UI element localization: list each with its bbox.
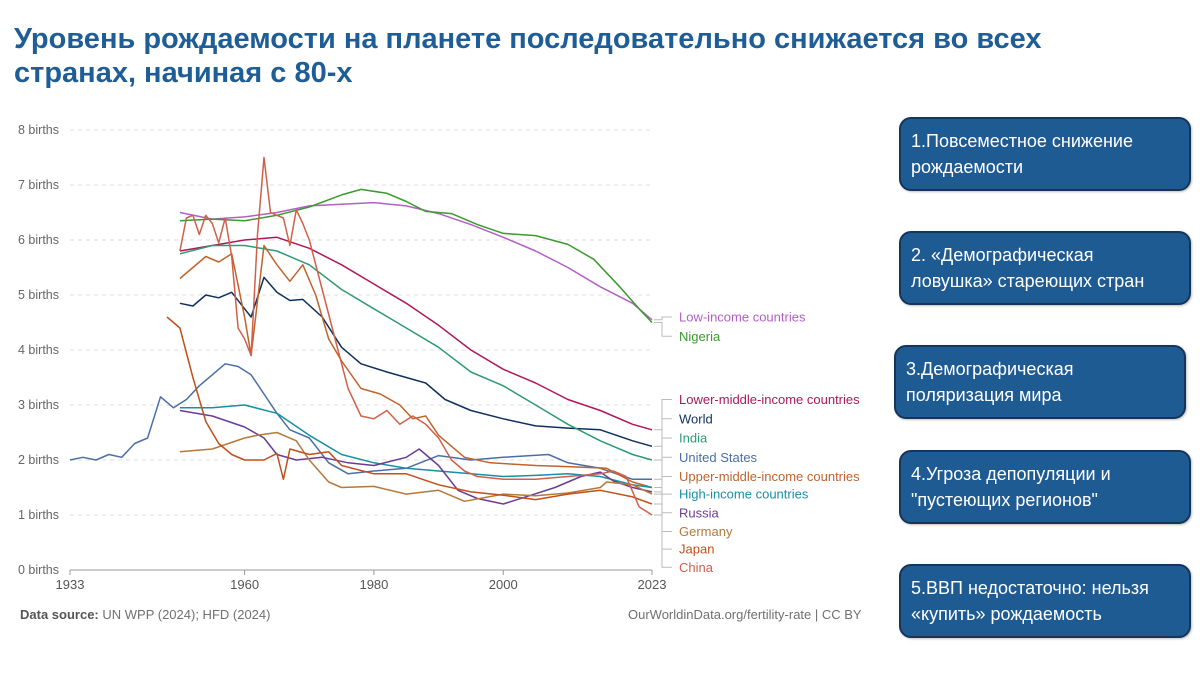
point-box-1-text: 1.Повсеместное снижение рождаемости: [911, 131, 1133, 177]
y-tick-label-1: 1 births: [18, 508, 59, 522]
legend-label-russia: Russia: [679, 505, 720, 520]
legend-label-low-income-countries: Low-income countries: [679, 310, 806, 325]
series-line-lower-middle-income-countries: [179, 236, 653, 431]
y-tick-label-2: 2 births: [18, 453, 59, 467]
y-tick-label-0: 0 births: [18, 563, 59, 577]
legend-label-world: World: [679, 411, 713, 426]
series-line-russia: [179, 409, 653, 505]
series-line-china: [179, 156, 653, 516]
y-tick-label-8: 8 births: [18, 123, 59, 137]
data-source-label: Data source:: [20, 607, 99, 622]
point-box-5-text: 5.ВВП недостаточно: нельзя «купить» рожд…: [911, 578, 1149, 624]
y-tick-label-3: 3 births: [18, 398, 59, 412]
legend-label-india: India: [679, 431, 708, 446]
legend-label-lower-middle-income-countries: Lower-middle-income countries: [679, 392, 860, 407]
series-line-japan: [166, 316, 653, 505]
point-box-3-text: 3.Демографическая поляризация мира: [906, 359, 1074, 405]
legend-connector-india: [654, 437, 672, 461]
legend-label-upper-middle-income-countries: Upper-middle-income countries: [679, 469, 860, 484]
legend-connector-low-income-countries: [654, 316, 672, 321]
legend-connector-world: [654, 418, 672, 447]
legend-label-nigeria: Nigeria: [679, 329, 721, 344]
legend-connector-japan: [654, 503, 672, 550]
legend-label-united-states: United States: [679, 450, 758, 465]
x-tick-label-1933: 1933: [56, 577, 85, 592]
point-box-2-text: 2. «Демографическая ловушка» стареющих с…: [911, 245, 1145, 291]
y-tick-label-6: 6 births: [18, 233, 59, 247]
series-line-nigeria: [179, 188, 653, 324]
legend-connector-united-states: [654, 456, 672, 480]
x-tick-label-1980: 1980: [359, 577, 388, 592]
point-box-5: 5.ВВП недостаточно: нельзя «купить» рожд…: [899, 564, 1191, 638]
series-line-germany: [179, 431, 653, 503]
legend-connector-nigeria: [654, 322, 672, 337]
legend-connector-russia: [654, 491, 672, 514]
legend-connector-upper-middle-income-countries: [654, 476, 672, 488]
fertility-line-chart: 0 births 1 births 2 births 3 births 4 births…: [18, 123, 860, 592]
credit-line: OurWorldinData.org/fertility-rate | CC B…: [628, 607, 862, 622]
point-box-4: 4.Угроза депопуляции и "пустеющих регион…: [899, 450, 1191, 524]
point-box-1: 1.Повсеместное снижение рождаемости: [899, 117, 1191, 191]
legend-connector-lower-middle-income-countries: [654, 399, 672, 431]
x-tick-label-2023: 2023: [638, 577, 667, 592]
data-source-text: UN WPP (2024); HFD (2024): [102, 607, 271, 622]
legend-label-japan: Japan: [679, 542, 714, 557]
page-title: Уровень рождаемости на планете последова…: [14, 23, 1042, 89]
point-box-3: 3.Демографическая поляризация мира: [894, 345, 1186, 419]
point-box-4-text: 4.Угроза депопуляции и "пустеющих регион…: [911, 464, 1111, 510]
legend-connector-china: [654, 514, 672, 568]
legend-label-high-income-countries: High-income countries: [679, 487, 809, 502]
x-tick-label-2000: 2000: [489, 577, 518, 592]
legend-label-china: China: [679, 560, 714, 575]
x-tick-label-1960: 1960: [230, 577, 259, 592]
series-line-united-states: [69, 363, 652, 481]
y-tick-label-5: 5 births: [18, 288, 59, 302]
point-box-2: 2. «Демографическая ловушка» стареющих с…: [899, 231, 1191, 305]
data-source: Data source: UN WPP (2024); HFD (2024): [20, 607, 270, 622]
y-tick-label-7: 7 births: [18, 178, 59, 192]
y-tick-label-4: 4 births: [18, 343, 59, 357]
series-line-world: [179, 276, 653, 448]
legend-label-germany: Germany: [679, 524, 733, 539]
legend-connector-high-income-countries: [654, 487, 672, 495]
series-line-india: [179, 244, 653, 461]
